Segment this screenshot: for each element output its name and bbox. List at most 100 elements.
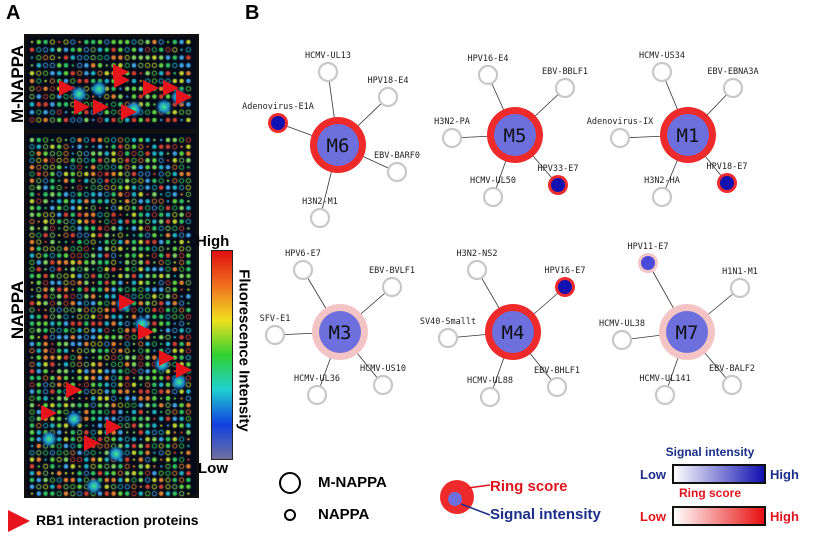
partner-label: SFV-E1 (260, 314, 291, 324)
partner-node (546, 376, 568, 398)
partner-node (611, 329, 633, 351)
rb1-triangle-marker (93, 99, 109, 115)
ring-scale-high: High (770, 509, 799, 524)
m-nappa-legend-icon (279, 472, 301, 494)
partner-label: EBV-BARF0 (374, 151, 420, 161)
module-node (492, 311, 534, 353)
rb1-triangle-marker (84, 435, 100, 451)
red-triangle-icon (8, 510, 30, 532)
partner-node (372, 374, 394, 396)
signal-scale-bar (672, 464, 766, 484)
partner-label: HPV16-E7 (545, 266, 586, 276)
rb1-triangle-marker (59, 80, 75, 96)
partner-label: HCMV-UL36 (294, 374, 340, 384)
partner-label: H1N1-M1 (722, 267, 758, 277)
partner-node-hit (720, 176, 734, 190)
signal-scale-high: High (770, 467, 799, 482)
partner-node (651, 61, 673, 83)
rb1-triangle-marker (143, 80, 159, 96)
panel-a-letter: A (6, 2, 21, 24)
module-m7: M7 HPV11-E7 H1N1-M1 HCMV-UL38 HCMV-UL141 EBV-… (599, 242, 758, 406)
ring-scale-bar (672, 506, 766, 526)
module-m3: M3 HPV6-E7 EBV-BVLF1 SFV-E1 HCMV-UL36 HCMV-US… (260, 249, 415, 406)
partner-node (609, 127, 631, 149)
rb1-triangle-marker (176, 362, 192, 378)
module-m5: M5 HPV16-E4 EBV-BBLF1 H3N2-PA HCMV-UL50 HPV33… (434, 54, 588, 208)
partner-node (721, 374, 743, 396)
partner-node (441, 127, 463, 149)
module-label: M6 (327, 135, 350, 157)
partner-label: H3N2-HA (644, 176, 680, 186)
partner-label: EBV-BBLF1 (542, 67, 588, 77)
signal-scale-low: Low (640, 467, 666, 482)
partner-node (317, 61, 339, 83)
partner-node-hit (558, 280, 572, 294)
signal-legend-icon (448, 492, 462, 506)
partner-node-hit (641, 256, 655, 270)
ring-scale-title: Ring score (678, 486, 741, 500)
rb1-legend-label: RB1 interaction proteins (36, 512, 199, 528)
partner-label: HPV16-E4 (468, 54, 509, 64)
rb1-markers (41, 64, 192, 451)
partner-label: SV40-Smallt (420, 317, 476, 327)
partner-node (377, 86, 399, 108)
partner-label: HPV18-E4 (368, 76, 409, 86)
module-m6: M6 HCMV-UL13 HPV18-E4 Adenovirus-E1A EBV-BAR… (242, 51, 420, 229)
rb1-triangle-marker (138, 324, 154, 340)
partner-node (554, 77, 576, 99)
partner-label: EBV-EBNA3A (707, 67, 758, 77)
signal-scale-title: Signal intensity (665, 445, 755, 459)
partner-label: HCMV-UL141 (639, 374, 690, 384)
module-node (317, 124, 359, 166)
m-nappa-legend-label: M-NAPPA (318, 474, 387, 491)
panel-b-letter: B (245, 2, 260, 24)
partner-node (477, 64, 499, 86)
rb1-triangle-marker (163, 80, 179, 96)
partner-node-hit (271, 116, 285, 130)
nappa-legend-label: NAPPA (318, 506, 370, 523)
module-m4: M4 H3N2-NS2 HPV16-E7 SV40-Smallt HCMV-UL88 EB… (420, 249, 586, 408)
partner-node (309, 207, 331, 229)
partner-node (292, 259, 314, 281)
partner-node (437, 327, 459, 349)
partner-label: H3N2-NS2 (457, 249, 498, 259)
module-node (667, 114, 709, 156)
module-label: M7 (676, 322, 699, 344)
partner-node (722, 77, 744, 99)
rb1-triangle-marker (74, 99, 90, 115)
module-node (494, 114, 536, 156)
protein-array-image (24, 34, 199, 498)
rb1-triangle-marker (159, 350, 175, 366)
partner-label: EBV-BALF2 (709, 364, 755, 374)
partner-node-hit (551, 178, 565, 192)
partner-label: HCMV-UL38 (599, 319, 645, 329)
partner-label: HCMV-US10 (360, 364, 406, 374)
partner-label: Adenovirus-E1A (242, 102, 314, 112)
module-label: M4 (502, 322, 525, 344)
partner-node (482, 186, 504, 208)
partner-label: HPV33-E7 (538, 164, 579, 174)
partner-label: HCMV-UL50 (470, 176, 516, 186)
rb1-triangle-marker (66, 382, 82, 398)
partner-node (386, 161, 408, 183)
partner-label: HCMV-UL88 (467, 376, 513, 386)
rb1-triangle-marker (41, 405, 57, 421)
partner-node (306, 384, 328, 406)
partner-node (651, 186, 673, 208)
partner-node (466, 259, 488, 281)
signal-intensity-legend-label: Signal intensity (490, 506, 601, 523)
module-label: M3 (329, 322, 352, 344)
partner-node (729, 277, 751, 299)
rb1-triangle-marker (106, 419, 122, 435)
module-label: M5 (504, 125, 527, 147)
rb1-triangle-marker (119, 294, 135, 310)
partner-label: HCMV-UL13 (305, 51, 351, 61)
partner-label: HCMV-US34 (639, 51, 685, 61)
module-m1: M1 HCMV-US34 EBV-EBNA3A Adenovirus-IX H3N2-H… (587, 51, 759, 208)
fluorescence-colorbar (211, 250, 233, 460)
partner-node (264, 324, 286, 346)
partner-label: H3N2-M1 (302, 197, 338, 207)
partner-node (479, 386, 501, 408)
partner-label: HPV18-E7 (707, 162, 748, 172)
ring-scale-low: Low (640, 509, 666, 524)
